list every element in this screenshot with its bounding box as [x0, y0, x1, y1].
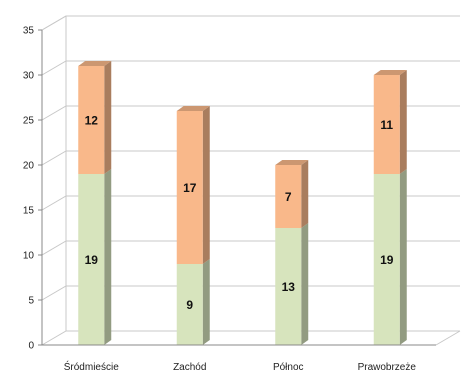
category-label: Północ: [273, 362, 304, 373]
gridline: [41, 15, 460, 31]
y-tick-label: 30: [23, 71, 35, 82]
category-label: Zachód: [173, 362, 206, 373]
data-label: 11: [380, 118, 393, 132]
data-label: 7: [285, 190, 292, 204]
bar-side: [104, 61, 112, 174]
bar-top: [176, 106, 210, 111]
data-label: 19: [85, 253, 99, 267]
bar-segment: 12: [78, 61, 112, 174]
data-label: 13: [282, 280, 296, 294]
bar-side: [399, 70, 407, 174]
bar: [275, 165, 302, 228]
gridline: [41, 150, 460, 166]
bar-segment: 17: [176, 106, 210, 264]
bar: [373, 174, 400, 345]
category-label: Prawobrzeże: [358, 362, 417, 373]
bar-top: [275, 160, 309, 165]
bar-segment: 19: [78, 169, 112, 345]
x-axis: Śródmieście Zachód Północ Prawobrzeże: [42, 344, 436, 373]
gridline: [41, 195, 460, 211]
bar-segment: 7: [275, 160, 309, 228]
data-label: 9: [186, 298, 193, 312]
data-label: 12: [85, 114, 99, 128]
bar-segment: 19: [373, 169, 407, 345]
gridline: [41, 105, 460, 121]
y-tick-label: 15: [23, 206, 35, 217]
bar-segment: 13: [275, 223, 309, 345]
y-tick-label: 5: [28, 296, 34, 307]
bar: [176, 111, 203, 264]
category-label: Śródmieście: [64, 360, 119, 373]
y-tick-label: 35: [23, 26, 35, 37]
bar-segment: 11: [373, 70, 407, 174]
bars: 19 12 9 17 13 7 19 11: [78, 61, 407, 345]
bar-side: [301, 160, 309, 228]
bar: [78, 66, 105, 174]
y-tick-label: 25: [23, 116, 35, 127]
bar-side: [202, 259, 210, 345]
bar-top: [373, 70, 407, 75]
y-tick-label: 20: [23, 161, 35, 172]
floor-back-edge: [41, 330, 460, 346]
data-label: 17: [183, 181, 197, 195]
y-tick-label: 0: [28, 341, 34, 352]
bar-side: [301, 223, 309, 345]
bar-side: [202, 106, 210, 264]
bar-side: [399, 169, 407, 345]
gridline: [41, 60, 460, 76]
gridline: [41, 285, 460, 301]
y-axis: 0 5 10 15 20 25 30 35: [23, 26, 43, 352]
y-tick-label: 10: [23, 251, 35, 262]
bar: [176, 264, 203, 345]
data-label: 19: [380, 253, 394, 267]
bar: [275, 228, 302, 345]
bar-segment: 9: [176, 259, 210, 345]
bar-side: [104, 169, 112, 345]
floor-right-edge: [435, 330, 461, 346]
chart-back-wall: [41, 15, 461, 346]
bar: [78, 174, 105, 345]
bar-top: [78, 61, 112, 66]
gridline: [41, 240, 460, 256]
bar: [373, 75, 400, 174]
